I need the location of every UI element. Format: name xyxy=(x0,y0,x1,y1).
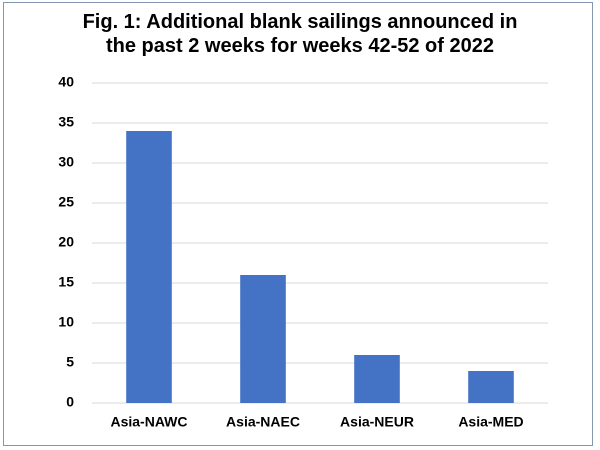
y-tick-label: 40 xyxy=(58,74,74,90)
x-tick-label: Asia-MED xyxy=(458,414,523,430)
chart-frame xyxy=(3,2,593,446)
bar xyxy=(240,275,286,403)
bar xyxy=(126,131,172,403)
x-tick-label: Asia-NAWC xyxy=(110,414,187,430)
y-tick-label: 5 xyxy=(66,354,74,370)
y-tick-label: 15 xyxy=(58,274,74,290)
bar xyxy=(354,355,400,403)
y-tick-label: 20 xyxy=(58,234,74,250)
y-tick-label: 25 xyxy=(58,194,74,210)
y-tick-label: 35 xyxy=(58,114,74,130)
x-tick-label: Asia-NAEC xyxy=(226,414,300,430)
y-tick-label: 30 xyxy=(58,154,74,170)
y-tick-label: 10 xyxy=(58,314,74,330)
y-tick-label: 0 xyxy=(66,394,74,410)
bar xyxy=(468,371,514,403)
x-tick-label: Asia-NEUR xyxy=(340,414,414,430)
chart-title: Fig. 1: Additional blank sailings announ… xyxy=(82,11,518,57)
